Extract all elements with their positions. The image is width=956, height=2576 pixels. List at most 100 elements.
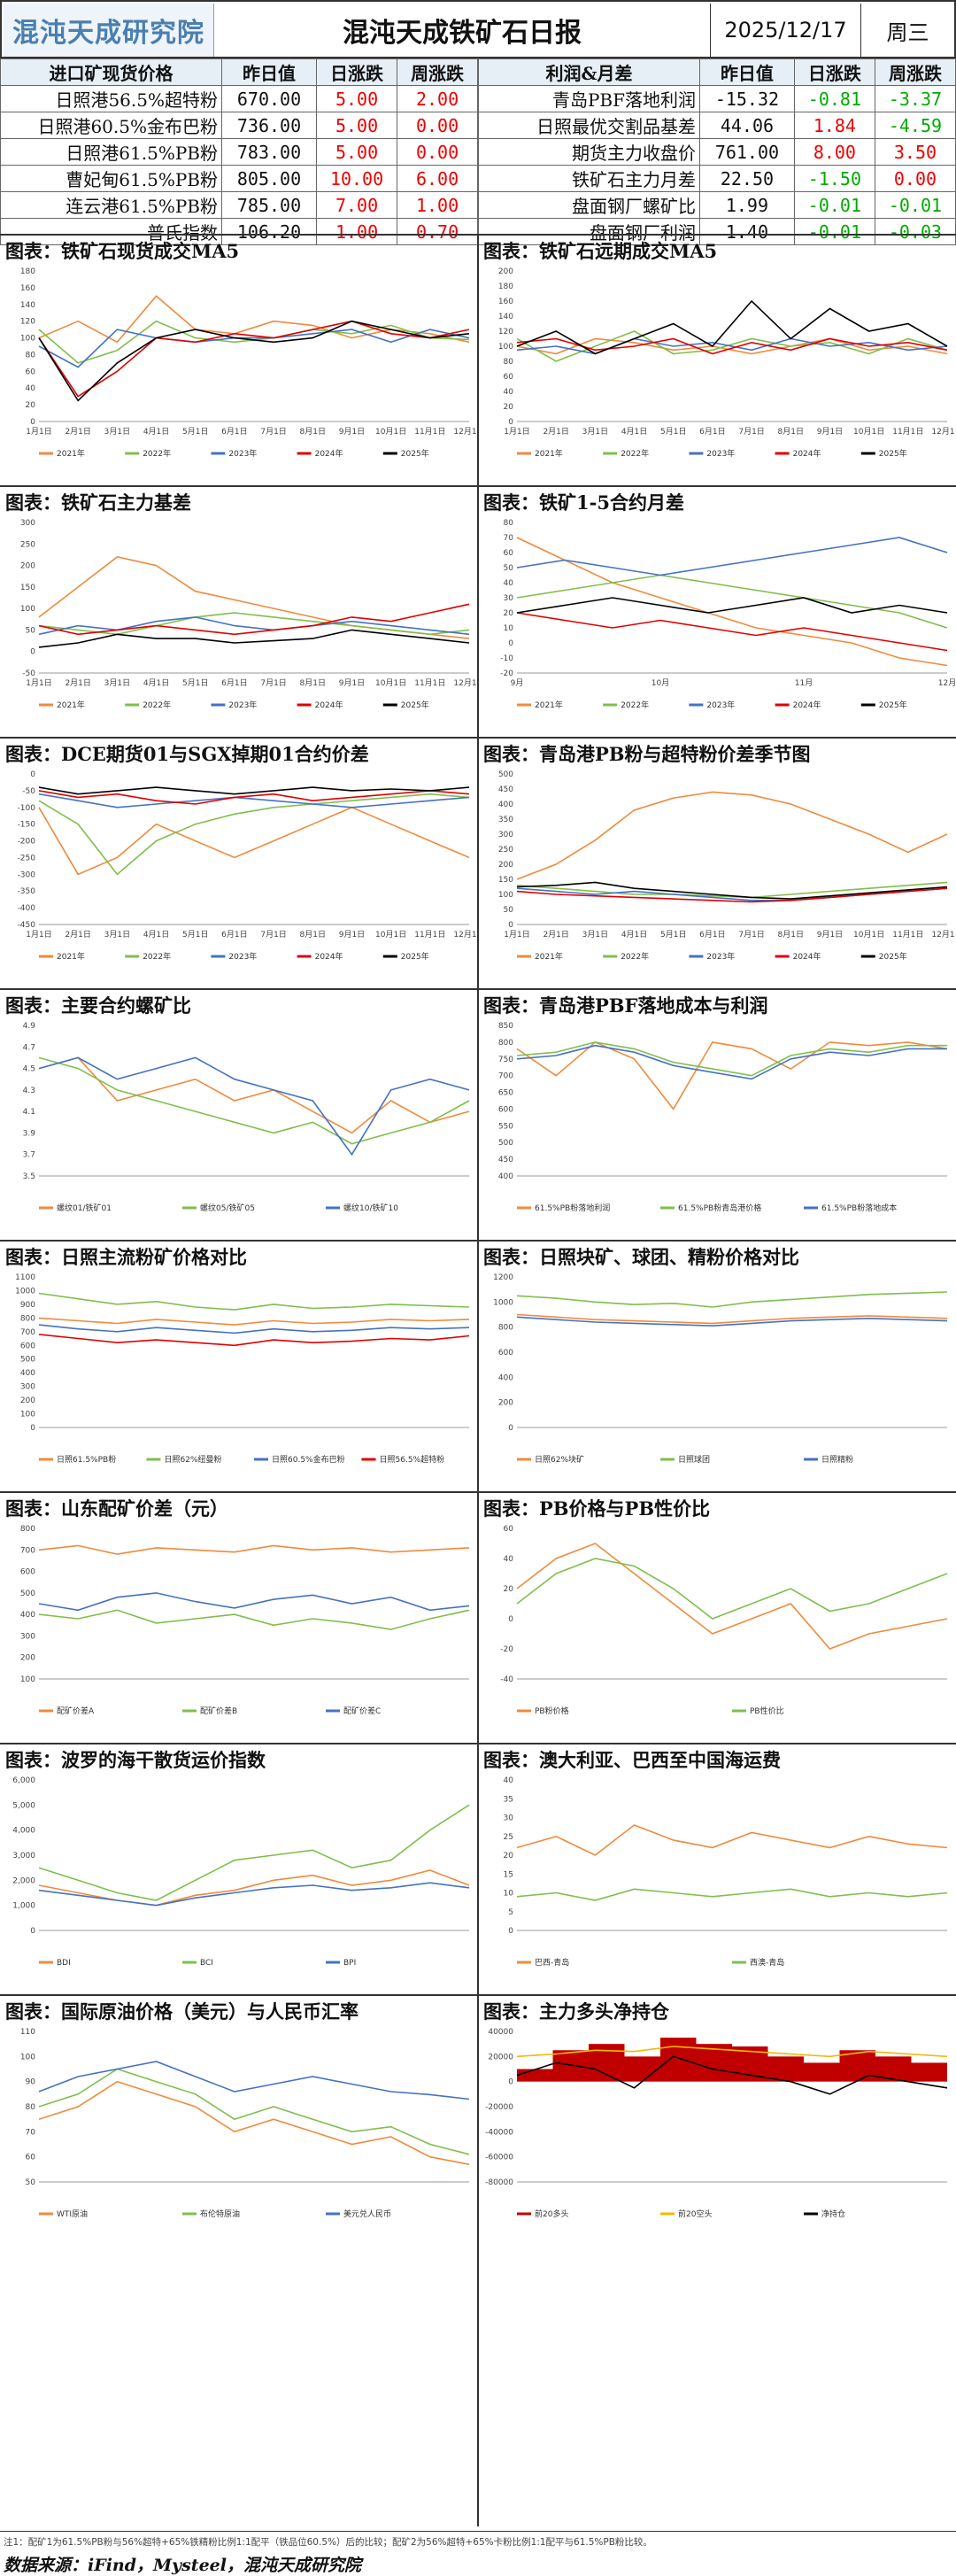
x-tick-label: 3月1日 [104, 930, 130, 940]
row-label: 盘面钢厂利润 [478, 218, 700, 245]
series-line [516, 2046, 948, 2058]
y-tick-label: 100 [20, 605, 35, 614]
y-tick-label: -50 [22, 787, 35, 796]
x-tick-label: 8月1日 [300, 678, 326, 688]
x-tick-label: 11月1日 [414, 427, 445, 437]
x-tick-label: 4月1日 [143, 930, 169, 940]
cell-week: 0.70 [397, 218, 478, 245]
y-tick-label: 450 [498, 1156, 513, 1164]
y-tick-label: 0 [30, 770, 35, 779]
y-tick-label: 40000 [488, 2028, 513, 2037]
y-tick-label: 1000 [15, 1287, 35, 1296]
x-tick-label: 12月1日 [453, 678, 478, 688]
series-line [516, 597, 948, 614]
chart-title: 图表：主要合约螺矿比 [5, 994, 191, 1017]
y-tick-label: 400 [498, 1373, 513, 1382]
x-tick-label: 7月1日 [738, 427, 764, 437]
series-line [38, 612, 470, 636]
data-source: 数据来源：iFind，Mysteel，混沌天成研究院 [4, 2556, 361, 2575]
y-tick-label: -10 [500, 654, 513, 663]
cell-week: -0.01 [874, 191, 956, 219]
y-tick-label: 180 [20, 267, 35, 276]
legend-label: 配矿价差B [200, 1706, 237, 1716]
y-tick-label: 40 [504, 388, 514, 397]
legend-label: 61.5%PB粉落地利润 [535, 1203, 610, 1213]
y-tick-label: 800 [498, 1324, 513, 1333]
series-line [38, 329, 470, 368]
chart-svg: 0 1,000 2,000 3,000 4,000 5,000 6,000 BDI BCI BPI [12, 1776, 470, 1968]
legend-label: 西澳-青岛 [750, 1957, 784, 1968]
x-tick-label: 5月1日 [182, 930, 208, 940]
x-tick-label: 10月1日 [375, 678, 406, 688]
x-tick-label: 4月1日 [143, 427, 169, 437]
legend-label: 2021年 [535, 448, 563, 459]
y-tick-label: 4.5 [23, 1065, 35, 1074]
x-tick-label: 1月1日 [26, 678, 51, 688]
y-tick-label: -400 [18, 904, 36, 913]
y-tick-label: 200 [20, 562, 35, 571]
x-tick-label: 12月1日 [453, 930, 478, 940]
cell-week: 3.50 [874, 138, 956, 166]
series-line [38, 1292, 470, 1311]
x-tick-label: 6月1日 [221, 678, 247, 688]
y-tick-label: 600 [498, 1349, 513, 1358]
series-line [516, 537, 948, 667]
y-tick-label: 400 [498, 1172, 513, 1181]
y-tick-label: 0 [508, 1927, 513, 1936]
x-tick-label: 7月1日 [738, 930, 764, 940]
legend-label: 2023年 [706, 951, 735, 962]
cell-prev: 785.00 [221, 191, 317, 219]
y-tick-label: 150 [20, 584, 35, 592]
y-tick-label: 60 [504, 373, 514, 382]
x-tick-label: 2月1日 [543, 930, 568, 940]
chart-panel: 图表：澳大利亚、巴西至中国海运费 0 5 10 15 20 25 30 35 40 巴西-青岛 西澳-… [478, 1743, 956, 1994]
row-label: 期货主力收盘价 [478, 138, 700, 166]
cell-prev: 783.00 [221, 138, 317, 166]
series-line [38, 2061, 470, 2100]
y-tick-label: 20 [504, 609, 514, 618]
legend-label: 2024年 [793, 448, 821, 459]
series-line [38, 603, 470, 636]
chart-title: 图表：DCE期货01与SGX掉期01合约价差 [5, 743, 369, 765]
series-line [38, 556, 470, 639]
legend-label: 2024年 [315, 951, 343, 962]
series-line [38, 1056, 470, 1134]
y-tick-label: 300 [20, 519, 35, 528]
y-tick-label: 200 [20, 1654, 35, 1663]
y-tick-label: 350 [498, 816, 513, 824]
series-line [38, 320, 470, 402]
cell-prev: 761.00 [699, 138, 795, 166]
cell-prev: 106.20 [221, 218, 317, 245]
chart-title: 图表：铁矿石主力基差 [5, 491, 191, 514]
series-line [516, 1291, 948, 1308]
legend-label: 2024年 [315, 700, 343, 710]
cell-day: 8.00 [793, 138, 875, 166]
chart-svg: 3.5 3.7 3.9 4.1 4.3 4.5 4.7 4.9 螺纹01/铁矿01 螺纹05/铁矿… [23, 1022, 470, 1213]
col-header: 进口矿现货价格 [0, 58, 222, 86]
table-row: 青岛PBF落地利润 -15.32 -0.81 -3.37 [478, 85, 956, 112]
x-tick-label: 4月1日 [621, 427, 647, 437]
cell-prev: 670.00 [221, 85, 317, 112]
y-tick-label: 20 [26, 401, 36, 410]
bar [660, 2038, 697, 2082]
bar [767, 2056, 804, 2082]
series-line [38, 1056, 470, 1156]
x-tick-label: 11月1日 [892, 427, 923, 437]
report-header: 混沌天成研究院 混沌天成铁矿石日报 2025/12/17 周三 [0, 0, 956, 58]
chart-title: 图表：日照主流粉矿价格对比 [5, 1246, 247, 1268]
legend-label: 日照56.5%超特粉 [380, 1454, 445, 1465]
table-row: 连云港61.5%PB粉 785.00 7.00 1.00 [0, 191, 478, 219]
row-label: 铁矿石主力月差 [478, 165, 700, 192]
table-row: 铁矿石主力月差 22.50 -1.50 0.00 [478, 165, 956, 192]
y-tick-label: 0 [508, 639, 513, 648]
y-tick-label: 5 [508, 1908, 513, 1917]
chart-panel: 图表：国际原油价格（美元）与人民币汇率 50 60 70 80 90 100 110 WTI原油… [0, 1994, 478, 2246]
series-line [38, 1609, 470, 1630]
row-label: 日照港61.5%PB粉 [0, 138, 222, 166]
y-tick-label: 200 [20, 1396, 35, 1405]
col-header: 昨日值 [699, 58, 795, 86]
bar [552, 2050, 589, 2082]
y-tick-label: 120 [20, 318, 35, 327]
y-tick-label: 35 [504, 1795, 513, 1804]
legend-label: 2022年 [143, 700, 171, 710]
